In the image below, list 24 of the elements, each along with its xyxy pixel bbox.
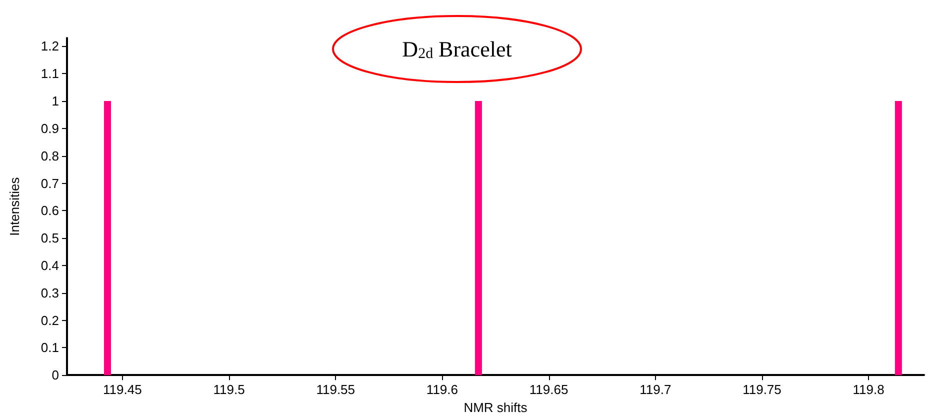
y-tick-label: 1.2: [40, 38, 59, 54]
x-axis-title: NMR shifts: [464, 400, 528, 415]
y-tick-label: 0.6: [40, 203, 59, 218]
y-tick-label: 1.1: [40, 66, 59, 82]
y-tick-label: 0: [52, 368, 59, 383]
x-tick-label: 119.65: [529, 382, 568, 398]
y-tick-label: 0.8: [40, 148, 59, 164]
x-tick-label: 119.45: [103, 382, 142, 398]
x-tick-label: 119.5: [213, 382, 245, 398]
y-tick-label: 0.4: [40, 258, 59, 273]
y-tick-label: 0.3: [40, 285, 59, 300]
x-tick-label: 119.75: [742, 382, 782, 398]
y-tick-label: 0.1: [40, 340, 59, 356]
x-tick-label: 119.55: [316, 382, 356, 398]
x-tick-label: 119.7: [640, 382, 672, 398]
y-tick-label: 0.5: [40, 230, 59, 246]
x-tick-label: 119.6: [426, 382, 458, 398]
y-tick-label: 0.9: [40, 120, 59, 136]
y-tick-label: 0.2: [40, 312, 59, 328]
y-tick-label: 1: [52, 94, 59, 109]
x-tick-label: 119.8: [852, 382, 884, 398]
y-axis-title: Intensities: [7, 176, 22, 236]
y-tick-label: 0.7: [40, 176, 59, 191]
chart-title: D2d Bracelet: [402, 36, 512, 62]
